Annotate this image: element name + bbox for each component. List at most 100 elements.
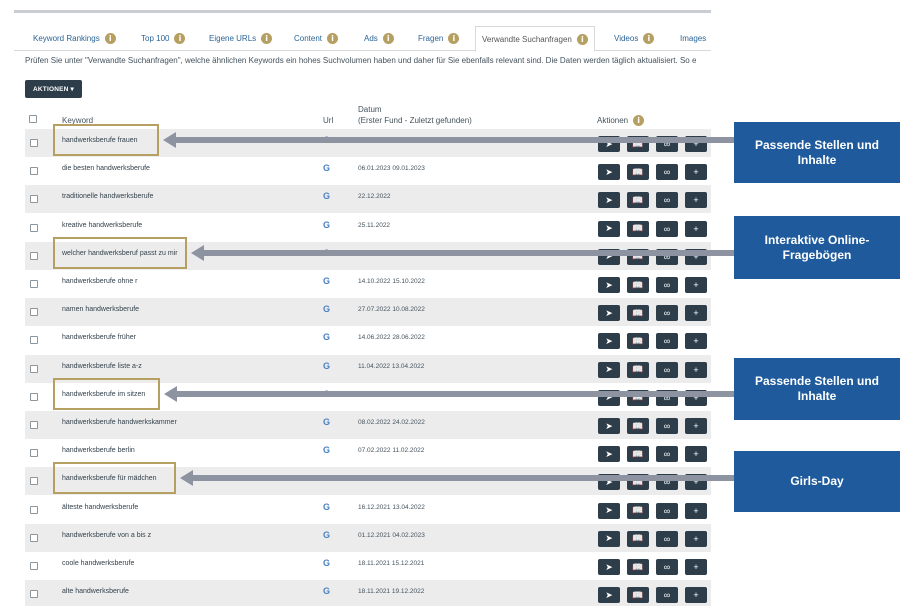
book-button[interactable]: 📖 [627, 333, 649, 350]
info-icon[interactable]: i [174, 33, 186, 44]
row-checkbox[interactable] [30, 364, 38, 373]
plus-button[interactable]: + [685, 164, 707, 181]
send-button[interactable]: ➤ [598, 220, 620, 237]
book-button[interactable]: 📖 [627, 192, 649, 209]
info-icon[interactable]: i [643, 33, 655, 44]
tab-fragen[interactable]: Fragen i [418, 26, 460, 51]
link-button[interactable]: ∞ [656, 164, 678, 181]
row-checkbox[interactable] [30, 280, 38, 288]
book-button[interactable]: 📖 [627, 559, 649, 575]
row-checkbox[interactable] [30, 223, 38, 232]
tab-keyword-rankings[interactable]: Keyword Rankings i [33, 26, 116, 51]
book-button[interactable]: 📖 [627, 446, 649, 463]
row-checkbox[interactable] [30, 477, 38, 486]
plus-button[interactable]: + [685, 361, 707, 378]
link-button[interactable]: ∞ [656, 587, 678, 604]
row-checkbox[interactable] [30, 392, 38, 401]
info-icon[interactable]: i [448, 33, 460, 44]
book-button[interactable]: 📖 [627, 164, 649, 181]
tab-ads[interactable]: Ads i [364, 26, 394, 51]
info-icon[interactable]: i [327, 33, 339, 44]
tab-verwandte-suchanfragen[interactable]: Verwandte Suchanfragen i [475, 26, 595, 52]
tab-eigene-urls[interactable]: Eigene URLs i [209, 26, 273, 51]
google-icon[interactable]: G [323, 360, 331, 371]
link-button[interactable]: ∞ [656, 305, 678, 322]
info-icon[interactable]: i [576, 33, 588, 45]
row-checkbox[interactable] [30, 590, 38, 599]
row-checkbox[interactable] [30, 336, 38, 345]
tab-top-100[interactable]: Top 100 i [141, 26, 186, 51]
row-checkbox[interactable] [30, 421, 38, 429]
send-button[interactable]: ➤ [598, 559, 620, 575]
send-button[interactable]: ➤ [598, 418, 620, 434]
info-icon[interactable]: i [382, 33, 394, 44]
link-button[interactable]: ∞ [656, 502, 678, 519]
select-all-checkbox[interactable] [29, 115, 37, 123]
send-button[interactable]: ➤ [598, 446, 620, 463]
book-button[interactable]: 📖 [627, 502, 649, 519]
book-button[interactable]: 📖 [627, 220, 649, 237]
row-checkbox[interactable] [30, 167, 38, 176]
plus-button[interactable]: + [685, 220, 707, 237]
column-header-keyword[interactable]: Keyword [62, 116, 94, 125]
link-button[interactable]: ∞ [656, 333, 678, 350]
google-icon[interactable]: G [323, 558, 331, 568]
google-icon[interactable]: G [323, 501, 331, 512]
info-icon[interactable]: i [104, 33, 116, 44]
plus-button[interactable]: + [685, 277, 707, 293]
link-button[interactable]: ∞ [656, 277, 678, 293]
plus-button[interactable]: + [685, 333, 707, 350]
plus-button[interactable]: + [685, 530, 707, 547]
book-button[interactable]: 📖 [627, 418, 649, 434]
book-button[interactable]: 📖 [627, 305, 649, 322]
book-button[interactable]: 📖 [627, 361, 649, 378]
column-header-url[interactable]: Url [323, 116, 334, 125]
tab-content[interactable]: Content i [294, 26, 339, 51]
link-button[interactable]: ∞ [656, 418, 678, 434]
plus-button[interactable]: + [685, 587, 707, 604]
row-checkbox[interactable] [30, 449, 38, 458]
google-icon[interactable]: G [323, 276, 331, 286]
send-button[interactable]: ➤ [598, 587, 620, 604]
plus-button[interactable]: + [685, 559, 707, 575]
row-checkbox[interactable] [30, 251, 38, 260]
book-button[interactable]: 📖 [627, 277, 649, 293]
row-checkbox[interactable] [30, 139, 38, 147]
send-button[interactable]: ➤ [598, 502, 620, 519]
link-button[interactable]: ∞ [656, 530, 678, 547]
send-button[interactable]: ➤ [598, 305, 620, 322]
google-icon[interactable]: G [323, 445, 331, 456]
row-checkbox[interactable] [30, 195, 38, 204]
google-icon[interactable]: G [323, 417, 331, 427]
google-icon[interactable]: G [323, 586, 331, 597]
google-icon[interactable]: G [323, 219, 331, 230]
link-button[interactable]: ∞ [656, 361, 678, 378]
row-checkbox[interactable] [30, 505, 38, 514]
google-icon[interactable]: G [323, 529, 331, 540]
row-checkbox[interactable] [30, 308, 38, 317]
google-icon[interactable]: G [323, 332, 331, 343]
google-icon[interactable]: G [323, 191, 331, 202]
plus-button[interactable]: + [685, 305, 707, 322]
plus-button[interactable]: + [685, 192, 707, 209]
row-checkbox[interactable] [30, 562, 38, 570]
send-button[interactable]: ➤ [598, 361, 620, 378]
info-icon[interactable]: i [633, 115, 645, 126]
column-header-date[interactable]: Datum [358, 105, 382, 114]
google-icon[interactable]: G [323, 304, 331, 315]
send-button[interactable]: ➤ [598, 277, 620, 293]
send-button[interactable]: ➤ [598, 164, 620, 181]
link-button[interactable]: ∞ [656, 559, 678, 575]
send-button[interactable]: ➤ [598, 192, 620, 209]
google-icon[interactable]: G [323, 163, 331, 174]
book-button[interactable]: 📖 [627, 587, 649, 604]
book-button[interactable]: 📖 [627, 530, 649, 547]
info-icon[interactable]: i [261, 33, 273, 44]
plus-button[interactable]: + [685, 418, 707, 434]
link-button[interactable]: ∞ [656, 220, 678, 237]
send-button[interactable]: ➤ [598, 530, 620, 547]
row-checkbox[interactable] [30, 533, 38, 542]
actions-dropdown-button[interactable]: AKTIONEN ▾ [25, 80, 82, 98]
tab-images[interactable]: Images [680, 34, 707, 43]
link-button[interactable]: ∞ [656, 446, 678, 463]
